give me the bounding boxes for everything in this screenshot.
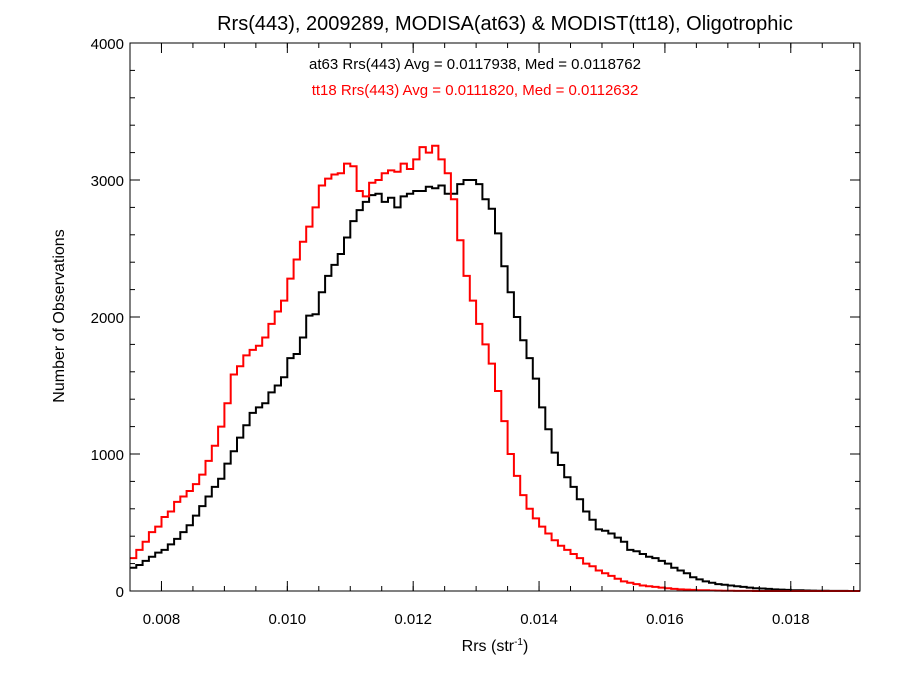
x-tick-label: 0.018 — [772, 611, 810, 628]
axis-layer: 0.008 0.010 0.012 0.014 0.016 0.018 0 1000 2000 3… — [91, 36, 860, 628]
series-layer — [130, 144, 860, 592]
x-tick-label: 0.012 — [394, 611, 432, 628]
y-tick-label: 2000 — [91, 310, 124, 327]
annotation-tt18: tt18 Rrs(443) Avg = 0.0111820, Med = 0.0… — [312, 82, 639, 99]
y-axis-label: Number of Observations — [51, 229, 68, 402]
x-axis-label-close: ) — [523, 638, 528, 655]
chart-title: Rrs(443), 2009289, MODISA(at63) & MODIST… — [217, 13, 793, 35]
y-tick-label: 0 — [116, 584, 124, 601]
y-tick-label: 4000 — [91, 36, 124, 53]
x-axis-label-sup: -1 — [514, 637, 523, 648]
x-tick-label: 0.016 — [646, 611, 684, 628]
y-tick-label: 3000 — [91, 173, 124, 190]
histogram-series-1 — [130, 144, 860, 592]
x-axis-label: Rrs (str-1) — [462, 637, 529, 655]
y-tick-label: 1000 — [91, 447, 124, 464]
x-tick-label: 0.010 — [269, 611, 307, 628]
x-tick-label: 0.008 — [143, 611, 181, 628]
annotation-at63: at63 Rrs(443) Avg = 0.0117938, Med = 0.0… — [309, 56, 641, 73]
histogram-series-0 — [130, 179, 860, 592]
x-axis-label-main: Rrs (str — [462, 638, 515, 655]
x-tick-label: 0.014 — [520, 611, 558, 628]
